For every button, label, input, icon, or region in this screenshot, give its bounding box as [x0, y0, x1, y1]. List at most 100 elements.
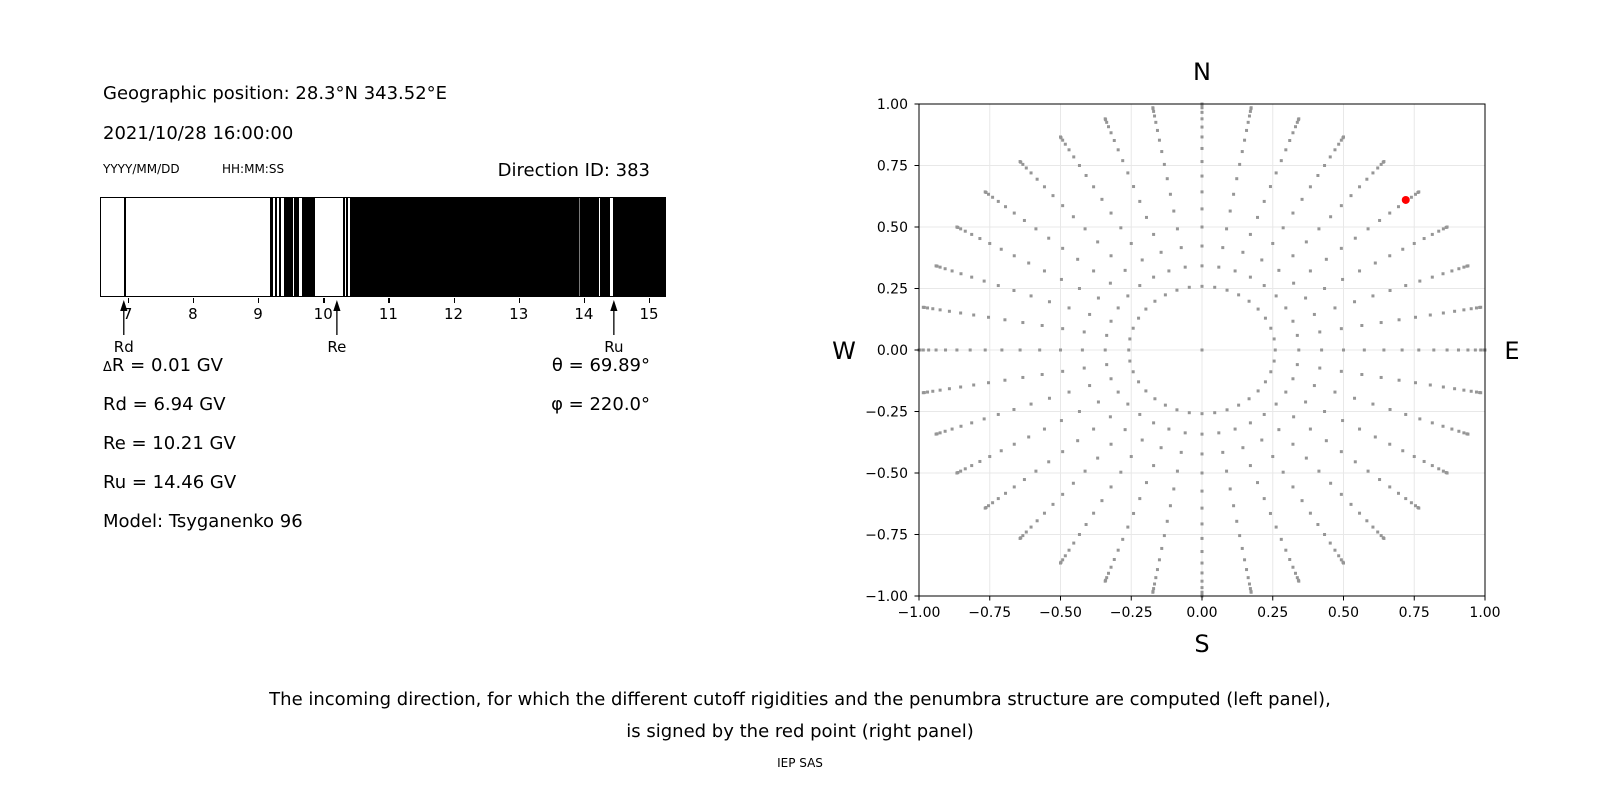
direction-dot [1061, 204, 1065, 208]
direction-dot [1153, 299, 1157, 303]
direction-dot [934, 264, 938, 268]
direction-dot [1021, 534, 1025, 538]
direction-dot [1071, 481, 1075, 485]
direction-dot [1077, 287, 1081, 290]
direction-dot [950, 269, 954, 273]
direction-dot [943, 429, 947, 433]
penumbra-black-band [301, 198, 316, 296]
plot-tick-label: 0.50 [1328, 605, 1359, 621]
direction-dot [1241, 250, 1245, 254]
direction-dot [987, 381, 991, 385]
direction-dot [1248, 109, 1252, 113]
direction-dot [1274, 525, 1278, 529]
direction-dot [1047, 396, 1051, 400]
direction-dot [1366, 469, 1370, 473]
direction-dot [1004, 491, 1008, 495]
direction-dot [1328, 155, 1332, 159]
direction-dot [1388, 211, 1392, 215]
direction-dot [1445, 471, 1449, 475]
direction-dot [1027, 435, 1031, 439]
direction-dot [1304, 456, 1308, 460]
direction-dot [1401, 449, 1405, 453]
direction-dot [1153, 397, 1157, 401]
direction-dot [1462, 308, 1466, 312]
direction-dot [1092, 269, 1096, 273]
direction-dot [1358, 511, 1362, 515]
direction-dot [1200, 284, 1204, 288]
penumbra-axis: 7 8 9 10 11 12 13 14 15 [100, 298, 666, 324]
direction-dot [1353, 460, 1357, 464]
direction-dot [1462, 431, 1466, 435]
direction-dot [1179, 246, 1183, 250]
direction-dot [1105, 120, 1109, 124]
direction-dot [1200, 174, 1204, 178]
direction-dot [1000, 348, 1004, 352]
direction-dot [931, 389, 935, 393]
direction-dot [1061, 327, 1065, 331]
direction-dot [970, 232, 974, 236]
direction-dot [1235, 519, 1239, 523]
direction-dot [1029, 294, 1033, 298]
direction-dot [944, 348, 948, 352]
direction-dot [927, 348, 931, 352]
direction-dot [1273, 348, 1277, 352]
direction-dot [1200, 579, 1204, 583]
direction-dot [1248, 587, 1252, 591]
direction-dot [1024, 166, 1028, 170]
direction-dot [1228, 209, 1232, 213]
rd-value: Rd = 6.94 GV [103, 394, 226, 415]
direction-dot [1144, 307, 1148, 311]
direction-dot [1271, 455, 1275, 459]
direction-dot [943, 267, 947, 271]
direction-dot [1312, 384, 1316, 388]
direction-dot [921, 305, 925, 309]
penumbra-tick-label: 13 [509, 305, 529, 323]
south-label: S [1194, 630, 1209, 658]
direction-dot [1339, 492, 1343, 496]
direction-dot [1067, 306, 1071, 310]
direction-dot [1279, 159, 1283, 163]
penumbra-black-band [579, 198, 600, 296]
penumbra-black-band [342, 198, 345, 296]
direction-dot [1077, 410, 1081, 413]
direction-dot [1413, 315, 1417, 319]
direction-dot [1108, 415, 1112, 419]
direction-dot [1262, 199, 1266, 203]
direction-dot [1297, 579, 1301, 583]
direction-dot [1428, 313, 1432, 317]
direction-dot [1059, 277, 1063, 281]
direction-dot [1080, 348, 1084, 352]
direction-dot [1284, 306, 1288, 310]
direction-dot [1241, 446, 1245, 450]
direction-dot [1200, 586, 1204, 590]
direction-dot [1247, 582, 1251, 586]
direction-dot [1003, 378, 1007, 382]
direction-dot [1116, 148, 1120, 152]
direction-dot [1126, 402, 1130, 406]
direction-dot [1256, 389, 1260, 393]
direction-dot [1308, 511, 1312, 515]
direction-dot [1268, 185, 1272, 189]
direction-dot [1152, 275, 1156, 279]
direction-dot [938, 308, 942, 312]
penumbra-black-band [346, 198, 349, 296]
direction-dot [1082, 366, 1086, 370]
direction-dot [1121, 159, 1125, 163]
direction-dot [1466, 264, 1470, 268]
penumbra-black-band [275, 198, 278, 296]
penumbra-tick [127, 298, 129, 303]
direction-dot [1450, 269, 1454, 273]
direction-dot [1262, 284, 1266, 288]
theta-value: θ = 69.89° [551, 355, 650, 376]
direction-dot [955, 471, 959, 475]
direction-dot [1247, 299, 1251, 303]
direction-dot [1479, 348, 1483, 352]
direction-dot [1246, 120, 1250, 124]
direction-dot [1378, 478, 1382, 482]
direction-dot [1277, 428, 1281, 432]
direction-dot [1138, 412, 1142, 416]
direction-dot [1295, 333, 1299, 337]
penumbra-black-band [613, 198, 665, 296]
direction-dot [1329, 215, 1333, 219]
direction-dot [1284, 548, 1288, 552]
